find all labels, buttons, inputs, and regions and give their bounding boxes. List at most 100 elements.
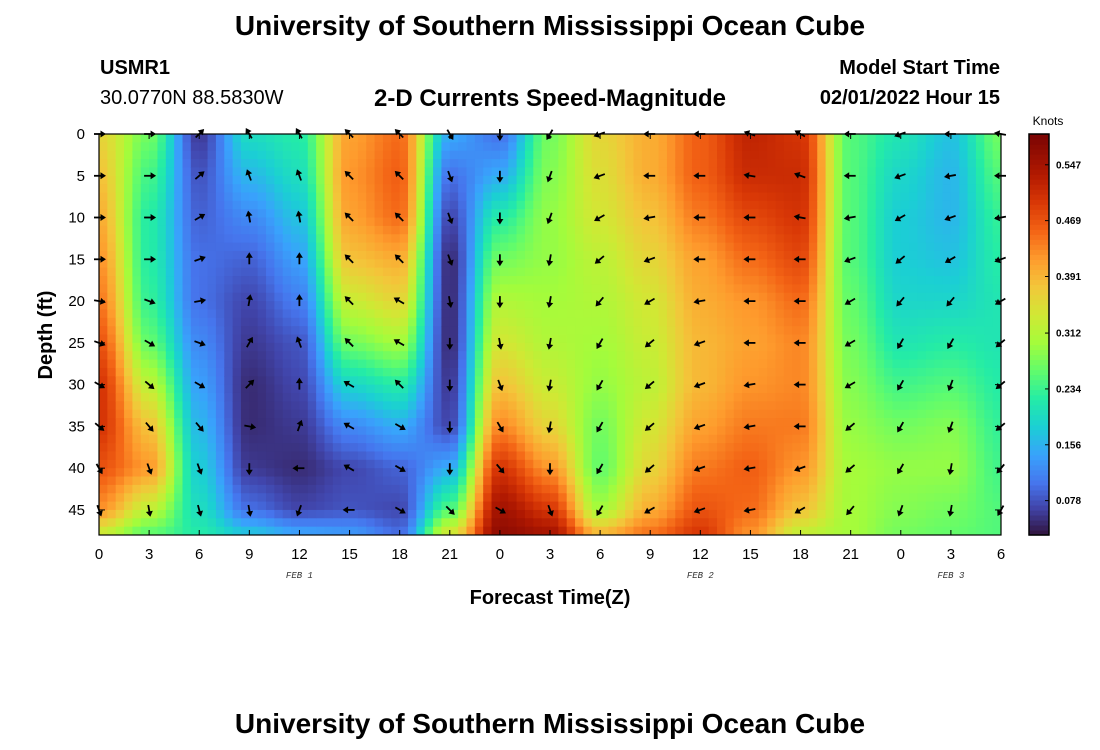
heatmap-cell: [850, 317, 860, 327]
heatmap-cell: [99, 309, 108, 319]
heatmap-cell: [608, 443, 618, 453]
heatmap-cell: [124, 301, 134, 311]
heatmap-cell: [683, 242, 693, 252]
heatmap-cell: [800, 409, 810, 419]
heatmap-cell: [608, 392, 618, 402]
heatmap-cell: [717, 468, 726, 478]
heatmap-cell: [232, 501, 242, 511]
heatmap-cell: [524, 434, 534, 444]
heatmap-cell: [934, 234, 944, 244]
heatmap-cell: [867, 192, 877, 202]
heatmap-cell: [750, 443, 760, 453]
heatmap-cell: [825, 426, 835, 436]
heatmap-cell: [466, 225, 476, 235]
heatmap-cell: [291, 426, 301, 436]
heatmap-cell: [817, 484, 827, 494]
heatmap-cell: [99, 501, 108, 511]
heatmap-cell: [875, 401, 885, 411]
heatmap-cell: [99, 276, 108, 285]
heatmap-cell: [282, 259, 292, 269]
heatmap-cell: [942, 526, 952, 535]
heatmap-cell: [224, 501, 234, 511]
heatmap-cell: [366, 234, 376, 244]
heatmap-cell: [825, 234, 835, 244]
heatmap-cell: [433, 284, 443, 294]
heatmap-cell: [925, 334, 935, 344]
heatmap-cell: [516, 284, 526, 294]
heatmap-cell: [458, 276, 468, 285]
heatmap-cell: [391, 468, 401, 478]
heatmap-cell: [541, 217, 551, 227]
heatmap-cell: [416, 418, 426, 427]
heatmap-cell: [566, 401, 576, 411]
heatmap-cell: [399, 376, 409, 386]
heatmap-cell: [149, 326, 159, 336]
heatmap-cell: [408, 267, 417, 277]
heatmap-cell: [909, 501, 919, 511]
heatmap-cell: [240, 209, 250, 219]
heatmap-cell: [750, 184, 760, 194]
heatmap-cell: [750, 217, 760, 227]
heatmap-cell: [324, 434, 334, 444]
heatmap-cell: [892, 376, 902, 386]
heatmap-cell: [900, 192, 910, 202]
heatmap-cell: [850, 359, 860, 369]
heatmap-cell: [909, 451, 919, 461]
heatmap-cell: [324, 292, 334, 302]
heatmap-cell: [850, 250, 860, 260]
heatmap-cell: [215, 326, 225, 336]
heatmap-cell: [708, 509, 718, 519]
heatmap-cell: [349, 292, 359, 302]
heatmap-cell: [675, 317, 685, 327]
heatmap-cell: [959, 493, 969, 503]
heatmap-cell: [892, 418, 902, 427]
heatmap-cell: [466, 334, 476, 344]
heatmap-cell: [240, 175, 250, 185]
heatmap-cell: [792, 484, 802, 494]
heatmap-cell: [591, 493, 601, 503]
heatmap-cell: [99, 392, 108, 402]
heatmap-cell: [165, 225, 175, 235]
heatmap-cell: [291, 401, 301, 411]
heatmap-cell: [282, 184, 292, 194]
heatmap-cell: [107, 351, 117, 361]
heatmap-cell: [700, 167, 710, 177]
heatmap-cell: [875, 242, 885, 252]
heatmap-cell: [157, 342, 167, 352]
heatmap-cell: [608, 459, 618, 469]
heatmap-cell: [725, 334, 735, 344]
heatmap-cell: [307, 351, 317, 361]
heatmap-cell: [541, 259, 551, 269]
heatmap-cell: [165, 209, 175, 219]
heatmap-cell: [165, 434, 175, 444]
heatmap-cell: [149, 376, 159, 386]
heatmap-cell: [207, 509, 217, 519]
heatmap-cell: [867, 484, 877, 494]
heatmap-cell: [691, 392, 701, 402]
heatmap-cell: [867, 200, 877, 210]
heatmap-cell: [466, 426, 476, 436]
heatmap-cell: [825, 284, 835, 294]
heatmap-cell: [215, 426, 225, 436]
heatmap-cell: [733, 175, 743, 185]
heatmap-cell: [717, 351, 726, 361]
heatmap-cell: [366, 301, 376, 311]
heatmap-cell: [558, 476, 568, 486]
heatmap-cell: [441, 351, 451, 361]
heatmap-cell: [291, 367, 301, 377]
heatmap-cell: [215, 509, 225, 519]
heatmap-cell: [850, 292, 860, 302]
heatmap-cell: [625, 476, 635, 486]
heatmap-cell: [458, 167, 468, 177]
heatmap-cell: [399, 192, 409, 202]
heatmap-cell: [199, 409, 209, 419]
heatmap-cell: [934, 401, 944, 411]
heatmap-cell: [566, 167, 576, 177]
heatmap-cell: [307, 493, 317, 503]
heatmap-cell: [499, 200, 509, 210]
heatmap-cell: [658, 334, 668, 344]
heatmap-cell: [466, 134, 476, 143]
heatmap-cell: [934, 184, 944, 194]
heatmap-cell: [266, 159, 275, 169]
heatmap-cell: [683, 342, 693, 352]
